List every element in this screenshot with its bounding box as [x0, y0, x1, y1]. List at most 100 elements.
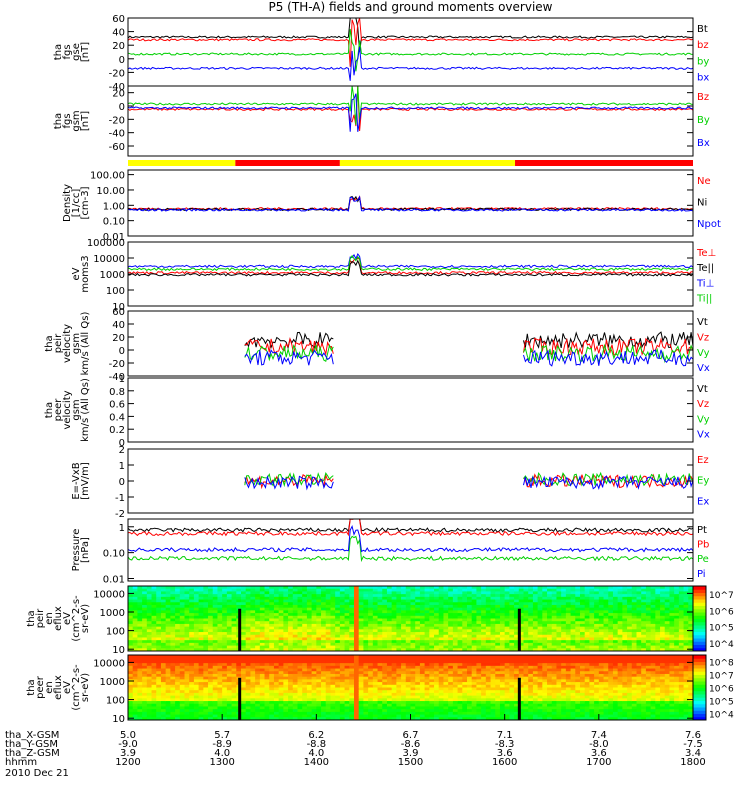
- spectrogram-cell: [537, 610, 543, 614]
- spectrogram-cell: [128, 711, 134, 716]
- spectrogram-cell: [584, 632, 590, 636]
- spectrogram-cell: [226, 645, 233, 649]
- spectrogram-cell: [471, 645, 477, 649]
- spectrogram-cell: [146, 663, 153, 667]
- spectrogram-cell: [156, 655, 162, 659]
- spectrogram-cell: [184, 645, 190, 649]
- spectrogram-cell: [537, 623, 543, 628]
- spectrogram-cell: [236, 663, 242, 667]
- spectrogram-cell: [203, 690, 209, 694]
- spectrogram-cell: [316, 657, 322, 661]
- spectrogram-cell: [655, 623, 661, 628]
- spectrogram-cell: [438, 637, 444, 641]
- spectrogram-cell: [316, 594, 322, 598]
- spectrogram-cell: [354, 663, 360, 667]
- spectrogram-cell: [429, 591, 435, 595]
- spectrogram-cell: [504, 640, 510, 644]
- panel-peer_spec: [127, 654, 694, 721]
- spectrogram-cell: [297, 717, 303, 721]
- spectrogram-cell: [198, 640, 204, 644]
- spectrogram-cell: [297, 629, 303, 633]
- spectrogram-cell: [660, 613, 666, 617]
- spectrogram-cell: [189, 629, 195, 633]
- spectrogram-cell: [151, 604, 157, 609]
- spectrogram-cell: [212, 626, 218, 630]
- spectrogram-cell: [193, 629, 200, 633]
- spectrogram-cell: [297, 586, 303, 590]
- spectrogram-cell: [245, 687, 251, 691]
- spectrogram-cell: [664, 634, 670, 638]
- spectrogram-cell: [255, 634, 261, 638]
- spectrogram-cell: [269, 621, 275, 625]
- spectrogram-cell: [255, 682, 261, 686]
- spectrogram-cell: [255, 626, 261, 630]
- spectrogram-cell: [264, 640, 270, 644]
- spectrogram-cell: [542, 645, 548, 649]
- spectrogram-cell: [622, 618, 628, 622]
- spectrogram-cell: [283, 679, 289, 683]
- spectrogram-cell: [448, 717, 454, 721]
- spectrogram-cell: [259, 610, 266, 614]
- spectrogram-cell: [198, 599, 204, 603]
- spectrogram-cell: [476, 591, 482, 595]
- spectrogram-cell: [198, 714, 204, 718]
- spectrogram-cell: [504, 637, 510, 641]
- spectrogram-cell: [354, 586, 360, 590]
- spectrogram-cell: [594, 634, 600, 638]
- spectrogram-cell: [278, 660, 284, 664]
- spectrogram-cell: [617, 642, 623, 647]
- spectrogram-cell: [532, 604, 539, 609]
- spectrogram-cell: [311, 615, 317, 619]
- spectrogram-cell: [636, 642, 642, 647]
- spectrogram-cell: [175, 655, 181, 659]
- spectrogram-cell: [165, 626, 171, 630]
- spectrogram-cell: [495, 610, 501, 614]
- spectrogram-cell: [212, 637, 218, 641]
- spectrogram-cell: [429, 709, 435, 713]
- spectrogram-cell: [189, 588, 195, 592]
- spectrogram-cell: [448, 692, 454, 697]
- spectrogram-cell: [132, 640, 138, 644]
- spectrogram-cell: [452, 634, 459, 638]
- spectrogram-cell: [434, 673, 440, 678]
- spectrogram-cell: [321, 648, 327, 652]
- spectrogram-cell: [321, 607, 327, 611]
- spectrogram-cell: [128, 602, 134, 606]
- spectrogram-cell: [660, 645, 666, 649]
- spectrogram-cell: [617, 623, 623, 628]
- series-line-Ex: [244, 474, 694, 491]
- spectrogram-cell: [438, 668, 444, 672]
- spectrogram-cell: [495, 637, 501, 641]
- spectrogram-cell: [542, 642, 548, 647]
- spectrogram-cell: [664, 648, 670, 652]
- spectrogram-cell: [278, 618, 284, 622]
- spectrogram-cell: [208, 692, 214, 697]
- spectrogram-cell: [471, 629, 477, 633]
- spectrogram-cell: [358, 604, 364, 609]
- spectrogram-cell: [627, 604, 633, 609]
- spectrogram-cell: [349, 706, 355, 710]
- spectrogram-cell: [674, 591, 680, 595]
- spectrogram-cell: [321, 679, 327, 683]
- spectrogram-cell: [339, 615, 346, 619]
- spectrogram-cell: [396, 645, 402, 649]
- spectrogram-cell: [457, 695, 463, 699]
- spectrogram-cell: [457, 690, 463, 694]
- spectrogram-cell: [156, 706, 162, 710]
- spectrogram-cell: [358, 668, 364, 672]
- legend-Ni: Ni: [697, 197, 707, 208]
- spectrogram-cell: [316, 637, 322, 641]
- spectrogram-cell: [547, 645, 553, 649]
- spectrogram-cell: [481, 626, 487, 630]
- spectrogram-cell: [467, 604, 473, 609]
- spectrogram-cell: [344, 660, 350, 664]
- spectrogram-cell: [193, 626, 200, 630]
- spectrogram-cell: [255, 604, 261, 609]
- spectrogram-cell: [184, 709, 190, 713]
- spectrogram-cell: [443, 679, 449, 683]
- spectrogram-cell: [457, 591, 463, 595]
- spectrogram-cell: [264, 626, 270, 630]
- spectrogram-cell: [146, 618, 153, 622]
- spectrogram-cell: [377, 621, 383, 625]
- spectrogram-cell: [264, 692, 270, 697]
